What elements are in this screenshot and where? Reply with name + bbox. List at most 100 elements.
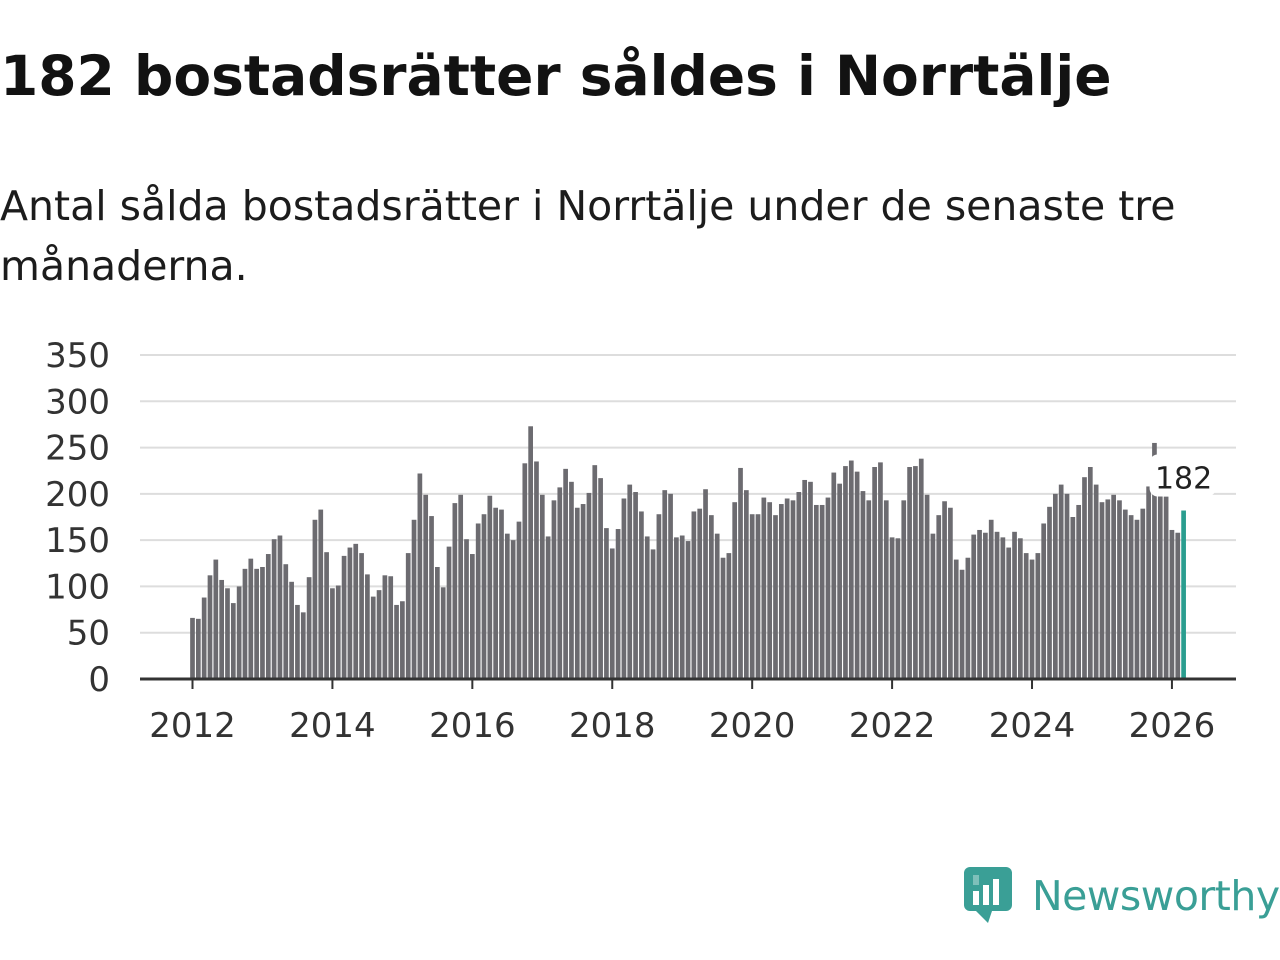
bar xyxy=(714,533,720,679)
y-tick-label: 150 xyxy=(45,521,110,561)
bar xyxy=(633,492,638,679)
bar xyxy=(330,588,335,679)
x-tick-label: 2014 xyxy=(289,706,376,746)
bars xyxy=(190,426,1186,679)
bar xyxy=(854,471,860,679)
bar xyxy=(674,537,679,679)
bar xyxy=(464,539,469,679)
bar xyxy=(738,467,743,679)
bar xyxy=(901,500,907,679)
bar xyxy=(1018,538,1023,679)
bar xyxy=(1117,500,1122,679)
bar xyxy=(1152,442,1157,679)
chart-subtitle: Antal sålda bostadsrätter i Norrtälje un… xyxy=(0,182,1176,290)
bar xyxy=(825,497,831,679)
bar xyxy=(469,554,475,679)
bar xyxy=(837,483,842,679)
bar xyxy=(528,426,533,679)
bar xyxy=(813,504,819,679)
bar xyxy=(977,529,982,679)
bar xyxy=(382,575,388,679)
bar xyxy=(452,503,458,679)
bar xyxy=(1146,486,1151,679)
bar xyxy=(1157,460,1163,679)
bar xyxy=(1122,509,1128,679)
bar xyxy=(936,515,942,679)
bar xyxy=(1076,504,1082,679)
bar xyxy=(569,481,574,679)
bar xyxy=(499,509,504,679)
bar xyxy=(959,569,965,679)
value-label-background xyxy=(1149,454,1216,497)
bar xyxy=(1023,553,1029,679)
bar xyxy=(703,489,708,679)
bar xyxy=(324,552,329,679)
bar xyxy=(907,467,912,679)
bar xyxy=(435,566,440,679)
bar xyxy=(621,498,627,679)
y-tick-label: 300 xyxy=(45,382,110,422)
bar xyxy=(1012,531,1017,679)
bar xyxy=(872,467,877,679)
bar xyxy=(598,478,603,679)
bar xyxy=(866,500,872,679)
bar xyxy=(207,575,213,679)
bar xyxy=(213,559,219,679)
bar xyxy=(592,465,598,679)
bar xyxy=(563,468,568,679)
bar xyxy=(627,484,633,679)
bar xyxy=(1175,532,1181,679)
bar xyxy=(493,507,499,679)
x-tick-label: 2022 xyxy=(849,706,936,746)
bar xyxy=(720,557,726,679)
value-label: 182 xyxy=(1155,462,1212,497)
bar xyxy=(1041,523,1047,679)
bar xyxy=(796,492,802,679)
newsworthy-logo-icon xyxy=(964,867,1012,923)
bar xyxy=(295,604,300,679)
bar xyxy=(574,507,580,679)
bar xyxy=(504,533,510,679)
x-tick-label: 2024 xyxy=(989,706,1076,746)
bar xyxy=(1000,537,1006,679)
bar xyxy=(306,577,312,679)
bar xyxy=(860,491,866,679)
bar-highlight xyxy=(1181,510,1186,679)
bar xyxy=(767,502,773,679)
bar xyxy=(843,466,848,679)
bar xyxy=(831,472,837,679)
bar xyxy=(551,500,557,679)
bar xyxy=(988,519,994,679)
bar xyxy=(248,558,254,679)
brand-name[interactable]: Newsworthy xyxy=(1032,872,1280,920)
bar xyxy=(1087,467,1093,679)
bar xyxy=(201,597,207,679)
x-tick-label: 2018 xyxy=(569,706,656,746)
bar xyxy=(534,461,539,679)
bar xyxy=(709,515,714,679)
bar xyxy=(423,494,429,679)
annotation: 182 xyxy=(1149,454,1216,497)
y-tick-label: 200 xyxy=(45,475,110,515)
bar xyxy=(353,543,359,679)
bar xyxy=(953,559,959,679)
bar xyxy=(604,528,609,679)
bar xyxy=(219,579,224,679)
bar xyxy=(1035,553,1041,679)
bar xyxy=(1105,499,1111,679)
bar xyxy=(1006,547,1012,679)
bar xyxy=(790,500,796,679)
bar xyxy=(1140,508,1146,679)
bar xyxy=(190,617,195,679)
bar xyxy=(370,596,376,679)
brand[interactable]: Newsworthy xyxy=(962,864,1280,928)
bar xyxy=(1111,494,1116,679)
bar xyxy=(1064,493,1070,679)
bar xyxy=(761,497,767,679)
bar xyxy=(545,536,551,679)
bar xyxy=(236,586,242,679)
bar xyxy=(650,549,656,679)
bar xyxy=(942,501,947,679)
bar xyxy=(522,463,528,679)
bar xyxy=(260,566,265,679)
